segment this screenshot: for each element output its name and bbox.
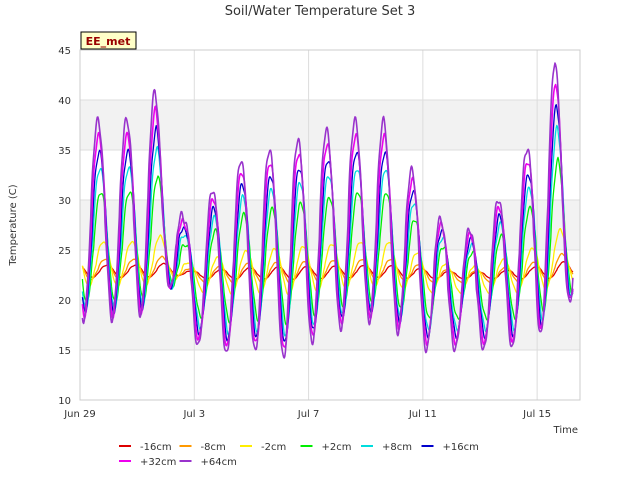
- legend-label: +8cm: [382, 442, 412, 453]
- y-axis: 10 15 20 25 30 35 40 45: [58, 46, 71, 407]
- legend-item: -2cm: [240, 442, 286, 453]
- y-axis-label: Temperature (C): [8, 184, 19, 266]
- x-axis: Jun 29 Jul 3 Jul 7 Jul 11 Jul 15: [63, 409, 551, 420]
- chart-title: Soil/Water Temperature Set 3: [225, 4, 416, 19]
- y-tick-label: 45: [58, 46, 71, 57]
- legend-item: +64cm: [179, 457, 237, 468]
- y-tick-label: 20: [58, 296, 71, 307]
- y-tick-label: 25: [58, 246, 71, 257]
- legend-label: +16cm: [443, 442, 479, 453]
- series-line-minus8cm: [81, 252, 574, 284]
- legend-item: +32cm: [119, 457, 176, 468]
- x-axis-label: Time: [553, 425, 578, 436]
- legend: -16cm -8cm -2cm +2cm +8cm +16cm +32cm +64cm: [119, 442, 479, 468]
- series-line-plus64cm: [81, 62, 574, 359]
- legend-item: -8cm: [179, 442, 226, 453]
- x-tick-label: Jul 11: [408, 409, 437, 420]
- legend-item: +2cm: [300, 442, 352, 453]
- ee-met-badge: EE_met: [80, 31, 137, 50]
- plot-frame: [79, 49, 581, 401]
- legend-label: -8cm: [201, 442, 226, 453]
- legend-label: -2cm: [261, 442, 286, 453]
- plot-band: [80, 100, 580, 150]
- x-tick-label: Jul 15: [522, 409, 551, 420]
- x-tick-label: Jun 29: [63, 409, 96, 420]
- x-tick-label: Jul 7: [297, 409, 320, 420]
- legend-label: +64cm: [201, 457, 237, 468]
- y-tick-label: 10: [58, 396, 71, 407]
- legend-item: -16cm: [119, 442, 172, 453]
- legend-label: +32cm: [140, 457, 176, 468]
- badge-box: [80, 31, 137, 50]
- badge-label: EE_met: [86, 35, 131, 48]
- series-group: [81, 62, 574, 359]
- y-tick-label: 35: [58, 146, 71, 157]
- legend-label: -16cm: [140, 442, 172, 453]
- y-tick-label: 15: [58, 346, 71, 357]
- x-tick-label: Jul 3: [182, 409, 205, 420]
- legend-label: +2cm: [322, 442, 352, 453]
- legend-item: +8cm: [361, 442, 412, 453]
- plot-band: [80, 300, 580, 350]
- y-tick-label: 30: [58, 196, 71, 207]
- legend-item: +16cm: [421, 442, 479, 453]
- y-tick-label: 40: [58, 96, 71, 107]
